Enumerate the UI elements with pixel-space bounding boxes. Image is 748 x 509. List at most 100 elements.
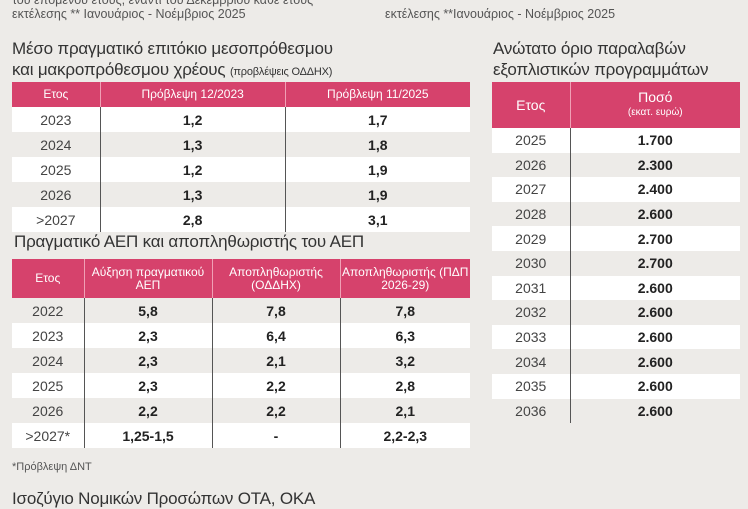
bottom-title: Ισοζύγιο Νομικών Προσώπων ΟΤΑ, ΟΚΑ bbox=[12, 489, 316, 508]
header-cell: Αύξηση πραγματικού ΑΕΠ bbox=[83, 259, 212, 298]
table-cell: 7,8 bbox=[339, 298, 470, 323]
table-row: 2031 2.600 bbox=[492, 275, 740, 301]
table-cell: 2032 bbox=[492, 300, 570, 325]
table-cell: 1,3 bbox=[99, 132, 286, 157]
table-cell: 2031 bbox=[492, 275, 570, 301]
table2-title: Πραγματικό ΑΕΠ και αποπληθωριστής του ΑΕ… bbox=[14, 232, 364, 251]
table-row: >2027* 1,25-1,5-2,2-2,3 bbox=[12, 423, 470, 448]
table-cell: 3,2 bbox=[339, 348, 470, 373]
table-cell: 2,2 bbox=[211, 373, 340, 398]
table-cell: 2.600 bbox=[569, 398, 740, 424]
header-cell: Ετος bbox=[492, 82, 570, 128]
table-row: 2030 2.700 bbox=[492, 250, 740, 276]
table-cell: 2,2-2,3 bbox=[339, 423, 470, 448]
table-cell: 2,3 bbox=[83, 373, 212, 398]
table-cell: 2.400 bbox=[569, 177, 740, 202]
table-row: 2024 2,3 2,1 3,2 bbox=[12, 348, 470, 373]
table-cell: 6,4 bbox=[211, 323, 340, 348]
table-cell: 1,2 bbox=[99, 107, 286, 132]
table-row: 2027 2.400 bbox=[492, 177, 740, 202]
table-cell: 6,3 bbox=[339, 323, 470, 348]
table-cell: 2.600 bbox=[569, 201, 740, 227]
table-row: 2025 1.700 bbox=[492, 128, 740, 153]
table-cell: 2027 bbox=[492, 177, 570, 202]
table-cell: 2.300 bbox=[569, 152, 740, 178]
table-cell: 1,2 bbox=[99, 157, 286, 182]
table-cell: 2.700 bbox=[569, 226, 740, 251]
gdp-deflator-table: Ετος Αύξηση πραγματικού ΑΕΠ Αποπληθωριστής… bbox=[12, 259, 470, 448]
table-cell: 2026 bbox=[12, 398, 84, 423]
interest-rate-table: Ετος Πρόβλεψη 12/2023 Πρόβλεψη 11/2025 2023… bbox=[12, 82, 470, 232]
table-cell: 2028 bbox=[492, 201, 570, 227]
header-cell: Αποπληθωριστής (ΟΔΔΗΧ) bbox=[211, 259, 340, 298]
procurement-cap-table: Ετος Ποσό (εκατ. ευρώ) 2025 1.700 2026 2.300 20… bbox=[492, 82, 740, 424]
table-cell: 2029 bbox=[492, 226, 570, 251]
table-cell: >2027* bbox=[12, 423, 84, 448]
table-cell: 5,8 bbox=[83, 298, 212, 323]
table-cell: 2.600 bbox=[569, 324, 740, 350]
table-cell: 2,2 bbox=[83, 398, 212, 423]
table-cell: 2.600 bbox=[569, 349, 740, 374]
table-cell: >2027 bbox=[12, 207, 101, 232]
table-row: 2022 5,8 7,8 7,8 bbox=[12, 298, 470, 323]
table-cell: 2026 bbox=[12, 182, 101, 207]
table-cell: 2025 bbox=[492, 128, 570, 153]
top-note-left-2: εκτέλεσης ** Ιανουάριος - Νοέμβριος 2025 bbox=[12, 7, 246, 21]
table-row: 2028 2.600 bbox=[492, 201, 740, 227]
table-row: 2029 2.700 bbox=[492, 226, 740, 251]
table-cell: 2024 bbox=[12, 132, 101, 157]
table-cell: 2033 bbox=[492, 324, 570, 350]
table-cell: 1,9 bbox=[284, 182, 470, 207]
header-row: Ετος Πρόβλεψη 12/2023 Πρόβλεψη 11/2025 bbox=[12, 82, 470, 107]
table-row: 2032 2.600 bbox=[492, 300, 740, 325]
table-row: 2034 2.600 bbox=[492, 349, 740, 374]
table-cell: 2036 bbox=[492, 398, 570, 424]
header-cell: Ετος bbox=[12, 82, 101, 107]
header-row: Ετος Ποσό (εκατ. ευρώ) bbox=[492, 82, 740, 128]
table-cell: 2,3 bbox=[83, 348, 212, 373]
table-row: 2023 1,2 1,7 bbox=[12, 107, 470, 132]
table-cell: 2030 bbox=[492, 250, 570, 276]
table-cell: 1,8 bbox=[284, 132, 470, 157]
table-row: 2036 2.600 bbox=[492, 398, 740, 424]
table-cell: 3,1 bbox=[284, 207, 470, 232]
table-cell: 2,3 bbox=[83, 323, 212, 348]
table-cell: 1.700 bbox=[569, 128, 740, 153]
table-cell: 2024 bbox=[12, 348, 84, 373]
table-cell: 2035 bbox=[492, 373, 570, 399]
table-cell: 2025 bbox=[12, 157, 101, 182]
table-row: 2025 2,3 2,2 2,8 bbox=[12, 373, 470, 398]
table1-title: Μέσο πραγματικό επιτόκιο μεσοπρόθεσμου κα… bbox=[12, 39, 333, 79]
table-row: 2026 1,3 1,9 bbox=[12, 182, 470, 207]
table-cell: 2026 bbox=[492, 152, 570, 178]
header-cell: Πρόβλεψη 12/2023 bbox=[99, 82, 286, 107]
header-cell: Ετος bbox=[12, 259, 84, 298]
table-cell: - bbox=[211, 423, 340, 448]
top-note-right-2: εκτέλεσης **Ιανουάριος - Νοέμβριος 2025 bbox=[385, 7, 616, 21]
table-row: 2035 2.600 bbox=[492, 373, 740, 399]
table-cell: 2022 bbox=[12, 298, 84, 323]
table-cell: 2.600 bbox=[569, 300, 740, 325]
table-row: 2024 1,3 1,8 bbox=[12, 132, 470, 157]
header-cell: Αποπληθωριστής (ΠΔΠ 2026-29) bbox=[339, 259, 470, 298]
table-cell: 2.700 bbox=[569, 250, 740, 276]
table-row: >2027 2,8 3,1 bbox=[12, 207, 470, 232]
table-cell: 2034 bbox=[492, 349, 570, 374]
table-cell: 2,8 bbox=[339, 373, 470, 398]
table-cell: 2023 bbox=[12, 107, 101, 132]
table-cell: 1,25-1,5 bbox=[83, 423, 212, 448]
table-cell: 2.600 bbox=[569, 275, 740, 301]
table-cell: 2025 bbox=[12, 373, 84, 398]
table-cell: 2.600 bbox=[569, 373, 740, 399]
table-row: 2026 2.300 bbox=[492, 152, 740, 178]
header-cell: Ποσό (εκατ. ευρώ) bbox=[569, 82, 740, 128]
table-cell: 2,8 bbox=[99, 207, 286, 232]
table-cell: 7,8 bbox=[211, 298, 340, 323]
table-cell: 2,1 bbox=[339, 398, 470, 423]
table3-title: Ανώτατο όριο παραλαβών εξοπλιστικών προγρ… bbox=[493, 39, 709, 79]
table-cell: 2,2 bbox=[211, 398, 340, 423]
top-note-left-1: του επόμενου έτους, έναντι του Δεκεμβρίο… bbox=[12, 0, 314, 7]
table-row: 2025 1,2 1,9 bbox=[12, 157, 470, 182]
table-row: 2033 2.600 bbox=[492, 324, 740, 350]
table-cell: 2023 bbox=[12, 323, 84, 348]
